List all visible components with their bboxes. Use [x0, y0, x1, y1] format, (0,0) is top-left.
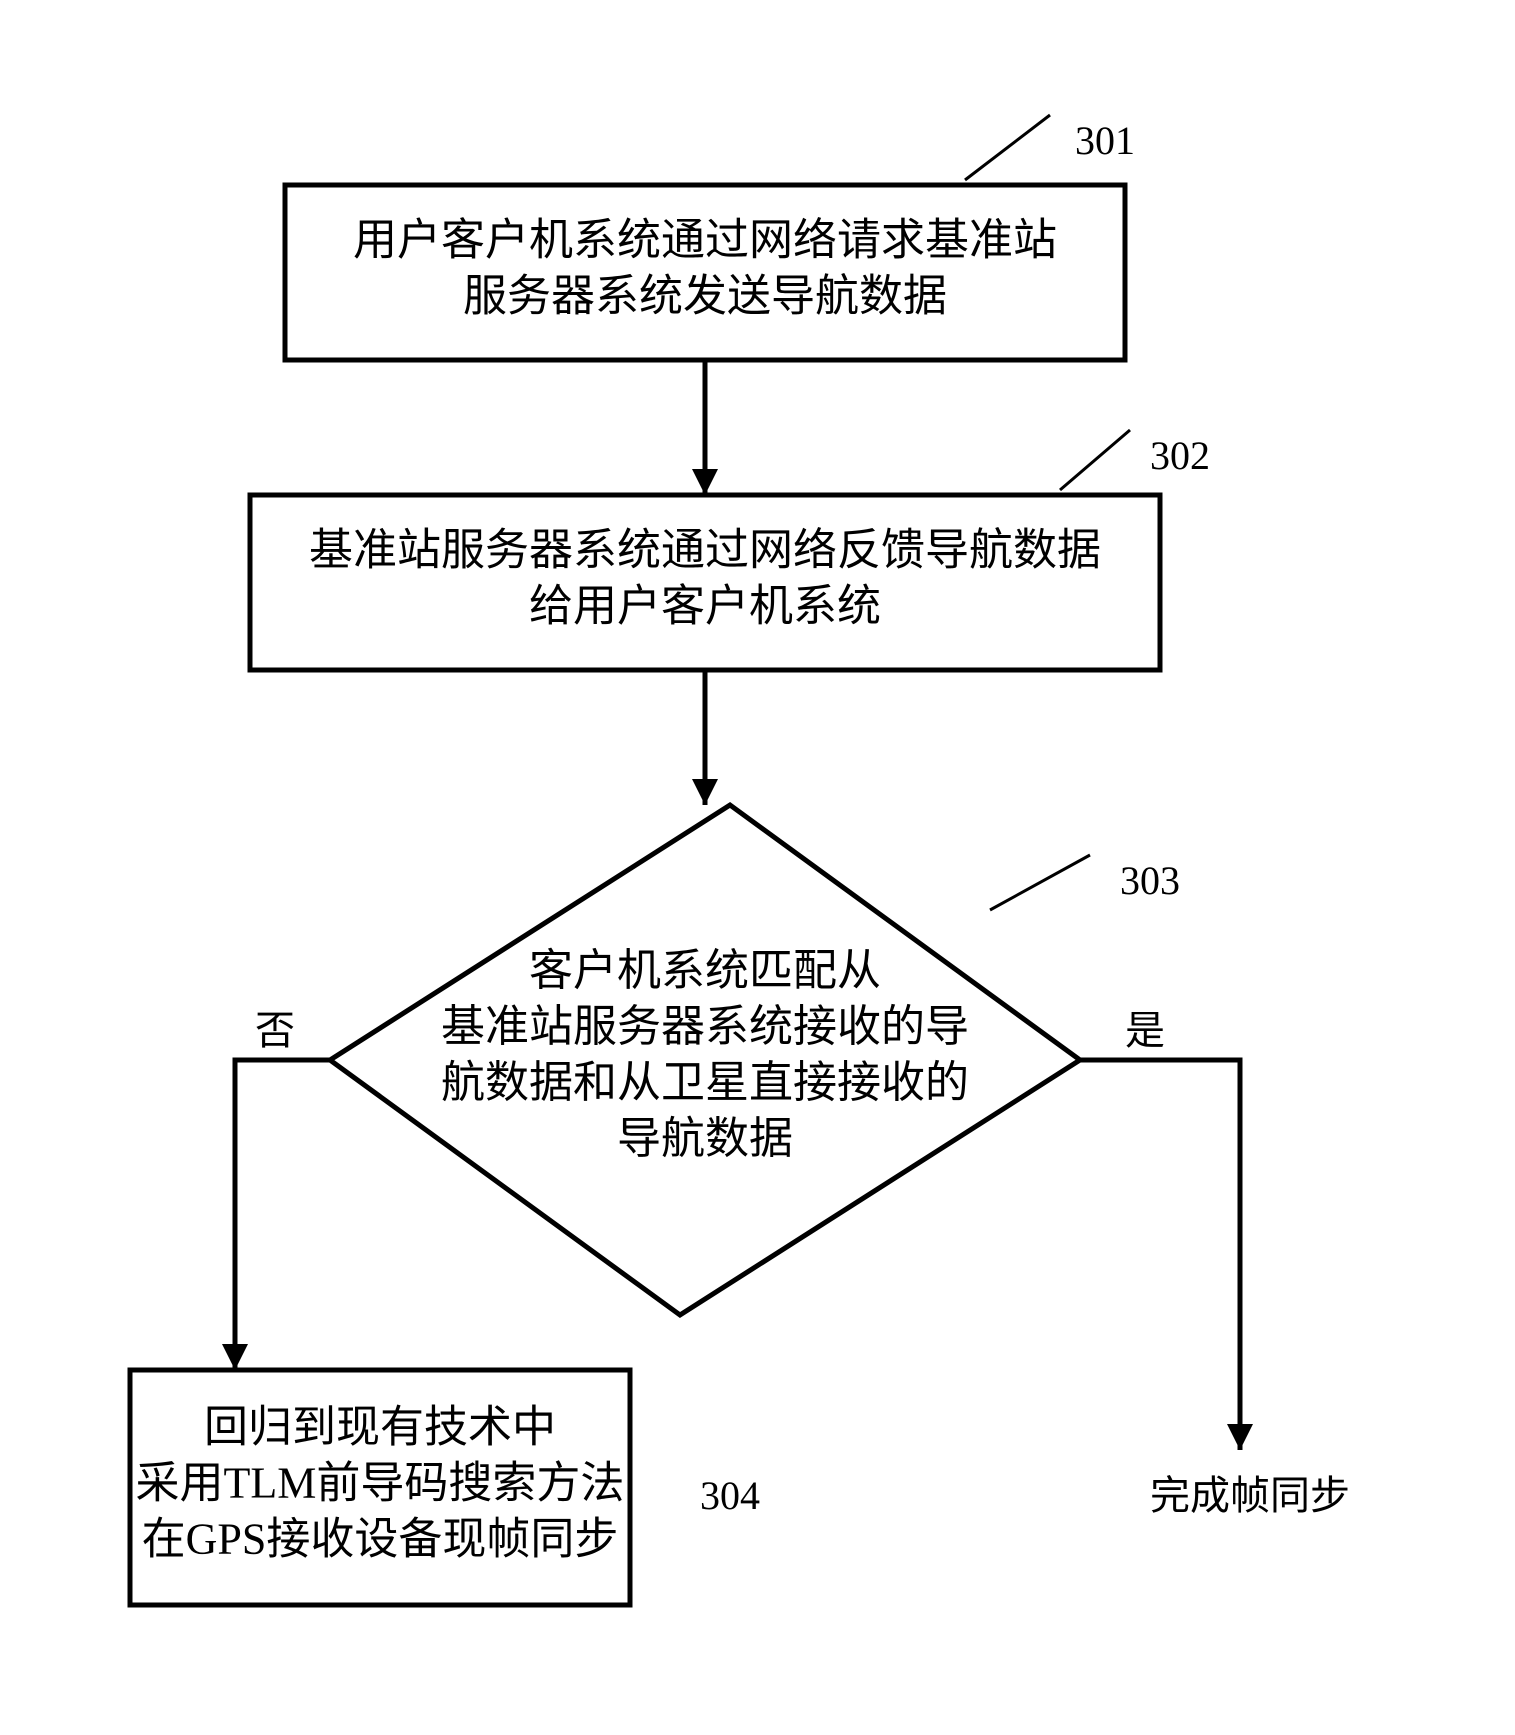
- box-b301-line-1: 服务器系统发送导航数据: [463, 272, 947, 321]
- diamond-line-2: 航数据和从卫星直接接收的: [441, 1058, 969, 1107]
- label-l301: 301: [1075, 118, 1135, 163]
- diamond-line-3: 导航数据: [617, 1114, 793, 1163]
- arrow-poly: [1080, 1060, 1240, 1450]
- leader-line: [990, 855, 1090, 910]
- box-b302-line-0: 基准站服务器系统通过网络反馈导航数据: [309, 526, 1101, 575]
- label-no: 否: [255, 1008, 295, 1053]
- leader-line: [965, 115, 1050, 180]
- box-b304-line-1: 采用TLM前导码搜索方法: [136, 1459, 625, 1508]
- arrowhead: [222, 1344, 248, 1370]
- arrowhead: [692, 469, 718, 495]
- label-yes: 是: [1125, 1008, 1165, 1053]
- diamond-line-1: 基准站服务器系统接收的导: [441, 1002, 969, 1051]
- arrowhead: [1227, 1424, 1253, 1450]
- diamond-line-0: 客户机系统匹配从: [529, 946, 881, 995]
- box-b302-line-1: 给用户客户机系统: [529, 582, 881, 631]
- label-l302: 302: [1150, 433, 1210, 478]
- label-l304: 304: [700, 1473, 760, 1518]
- label-l303: 303: [1120, 858, 1180, 903]
- box-b304-line-0: 回归到现有技术中: [204, 1403, 556, 1452]
- leader-line: [1060, 430, 1130, 490]
- label-done: 完成帧同步: [1150, 1473, 1350, 1518]
- arrow-poly: [235, 1060, 330, 1370]
- box-b301-line-0: 用户客户机系统通过网络请求基准站: [353, 216, 1057, 265]
- box-b304-line-2: 在GPS接收设备现帧同步: [142, 1515, 619, 1564]
- arrowhead: [692, 779, 718, 805]
